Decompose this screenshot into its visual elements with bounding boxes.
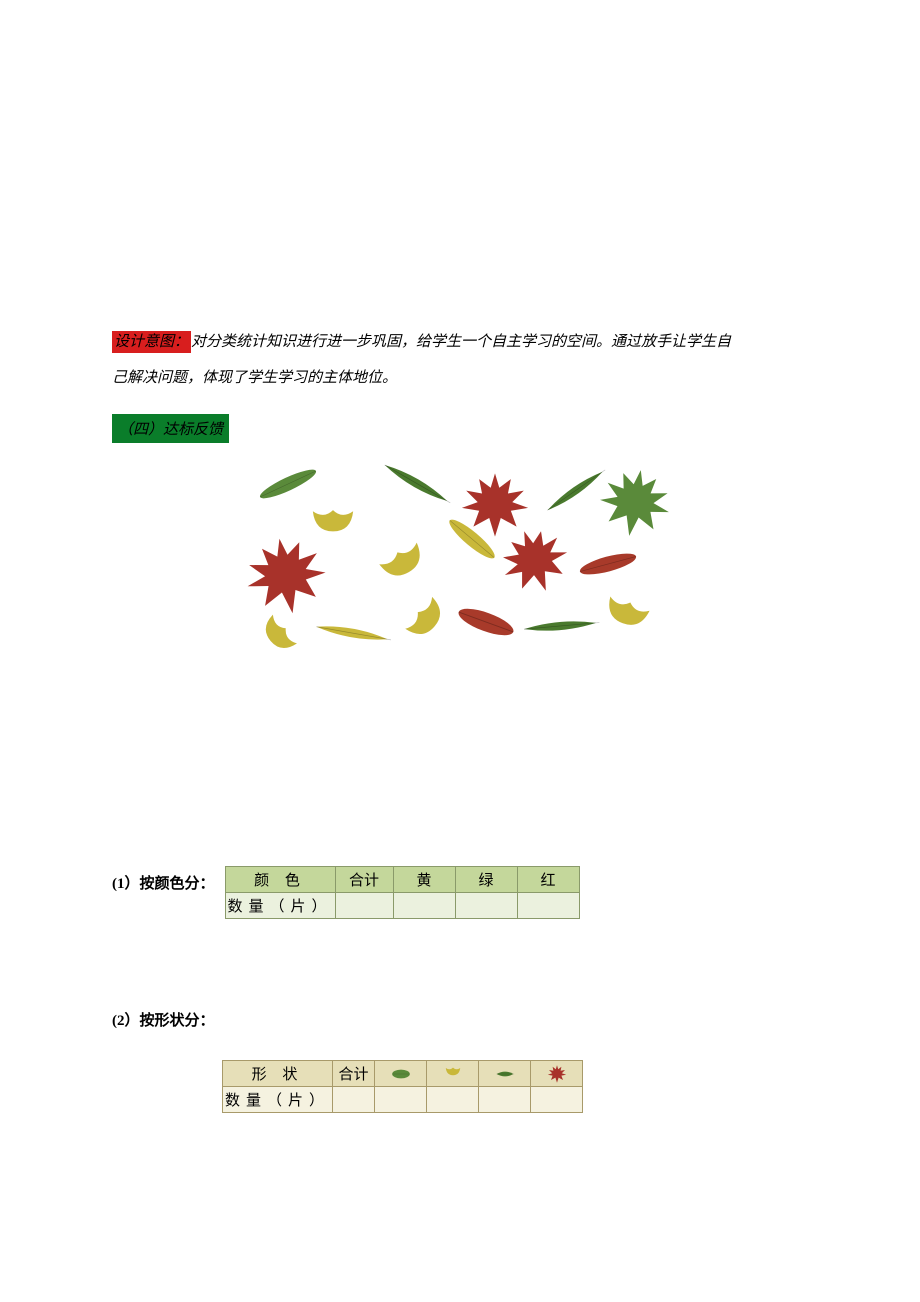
t2-cell-2	[427, 1087, 479, 1113]
maple-leaf-icon	[531, 1061, 583, 1087]
section-4-header: （四）达标反馈	[112, 414, 229, 443]
question-2-label: (2）按形状分：	[112, 1013, 215, 1029]
t1-hdr-green: 绿	[455, 867, 517, 893]
t1-hdr-color: 颜 色	[225, 867, 335, 893]
oblong-leaf	[370, 446, 462, 520]
t2-row-label: 数量（片）	[223, 1087, 333, 1113]
t2-cell-1	[375, 1087, 427, 1113]
t1-hdr-red: 红	[517, 867, 579, 893]
oblong-leaf	[307, 608, 398, 658]
leaves-illustration	[197, 465, 672, 661]
t2-hdr-shape: 形 状	[223, 1061, 333, 1087]
design-intent-text-1: 对分类统计知识进行进一步巩固，给学生一个自主学习的空间。通过放手让学生自	[191, 334, 731, 350]
shape-classification-table: 形 状 合计 数量（片）	[222, 1060, 583, 1113]
design-intent-paragraph: 设计意图：对分类统计知识进行进一步巩固，给学生一个自主学习的空间。通过放手让学生…	[112, 324, 812, 360]
t2-hdr-total: 合计	[333, 1061, 375, 1087]
oval-leaf-icon	[375, 1061, 427, 1087]
color-classification-table: 颜 色 合计 黄 绿 红 数量（片）	[225, 866, 580, 919]
t2-cell-4	[531, 1087, 583, 1113]
t1-hdr-total: 合计	[335, 867, 393, 893]
maple-leaf	[591, 459, 679, 547]
question-1-label: (1）按颜色分：	[112, 872, 215, 893]
t1-cell-yellow	[393, 893, 455, 919]
t2-cell-3	[479, 1087, 531, 1113]
ginkgo-leaf	[587, 583, 661, 657]
design-intent-text-2: 己解决问题，体现了学生学习的主体地位。	[112, 360, 812, 396]
t2-cell-0	[333, 1087, 375, 1113]
oblong-leaf-icon	[479, 1061, 531, 1087]
t1-cell-total	[335, 893, 393, 919]
oval-leaf	[572, 539, 645, 589]
t1-hdr-yellow: 黄	[393, 867, 455, 893]
design-intent-label: 设计意图：	[112, 331, 191, 353]
t1-row-label: 数量（片）	[225, 893, 335, 919]
t1-cell-red	[517, 893, 579, 919]
ginkgo-leaf-icon	[427, 1061, 479, 1087]
t1-cell-green	[455, 893, 517, 919]
